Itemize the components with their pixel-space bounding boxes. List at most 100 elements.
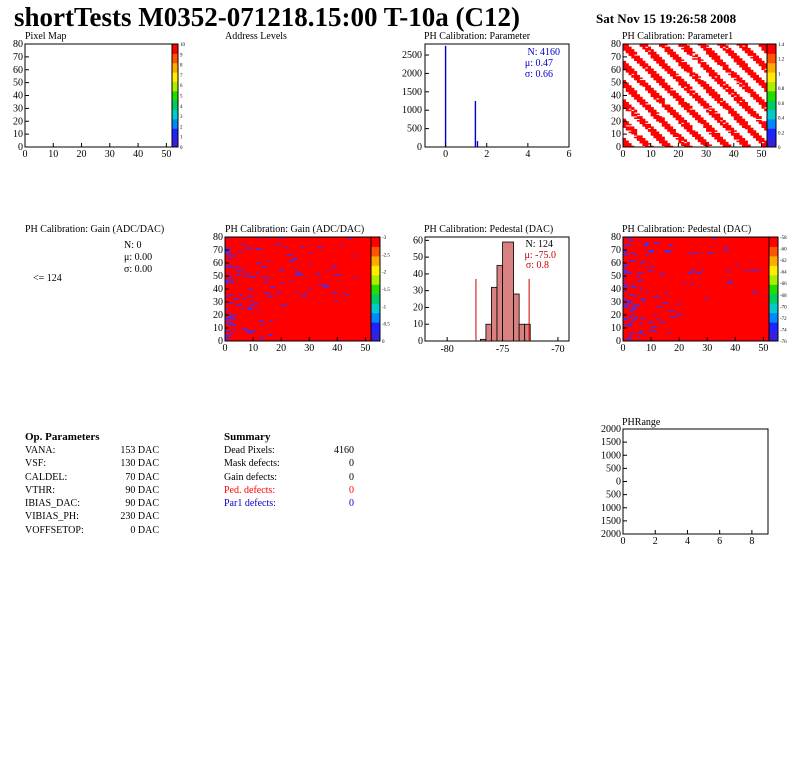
ph-param1-cell (728, 109, 732, 112)
ph-param1-cell (719, 83, 723, 86)
ph-param1-cell (659, 135, 663, 137)
ph-param1-cell (686, 47, 690, 50)
ph-param1-cell (742, 64, 746, 67)
ph-param1-cell (681, 62, 685, 64)
ph-param1-cell (739, 65, 743, 68)
ph-param1-cell (650, 51, 654, 54)
ph-param1-cell (695, 94, 699, 96)
ph-param1-cell (653, 109, 657, 112)
ph-param1-cell (717, 139, 721, 141)
ph-param1-cell (761, 49, 765, 51)
pixel-map-x-tick-label: 40 (133, 149, 143, 160)
pedestal-map-cell (631, 303, 635, 305)
ph-param1-cell (686, 122, 690, 125)
ph-param1-cell (764, 108, 768, 110)
ph-param1-cell (755, 74, 759, 77)
ph-param1-cell (695, 95, 699, 98)
ph-param1-cell (742, 81, 746, 83)
ph-param1-cell (623, 82, 627, 85)
ph-param1-cell (728, 105, 732, 108)
ph-param1-cell (717, 95, 721, 98)
gain-map-cell (225, 247, 231, 249)
pedestal-map-cell (637, 331, 643, 334)
ph-param1-cell (653, 53, 657, 55)
gain-hist-title: PH Calibration: Gain (ADC/DAC) (25, 224, 165, 235)
pedestal-map-cell (639, 261, 646, 263)
ph-param1-x-tick-label: 10 (646, 149, 656, 160)
ph-param1-cell (733, 98, 737, 100)
gain-map-cell (250, 330, 256, 332)
ph-param1-cell (750, 110, 754, 113)
phrange-y-tick-label: 2000 (601, 529, 621, 540)
ph-param1-cell (714, 137, 718, 140)
ph-param1-cell (642, 67, 646, 69)
ph-param1-cell (625, 103, 629, 105)
ph-param1-cell (650, 72, 654, 74)
ph-param1-cell (744, 122, 748, 125)
ph-param1-cell (645, 108, 649, 110)
ph-param1-cell (686, 123, 690, 126)
ph-param1-cell (747, 69, 751, 72)
ph-param1-cell (653, 74, 657, 77)
ph-param1-cell (653, 113, 657, 116)
ph-param1-cell (650, 74, 654, 77)
ph-param1-cell (700, 59, 704, 62)
ph-param1-cell (650, 89, 654, 91)
op-param-name: VIBIAS_PH: (25, 511, 79, 523)
ph-param1-cell (675, 95, 679, 98)
pedestal-map-y-tick-label: 60 (611, 258, 621, 269)
ph-param1-cell (656, 58, 660, 60)
pedestal-bar (502, 241, 515, 342)
ph-param1-cell (719, 78, 723, 81)
pedestal-map-cell (637, 279, 643, 282)
ph-param1-cell (667, 69, 671, 72)
ph-param1-cell (742, 46, 746, 49)
ph-param1-cell (755, 58, 759, 60)
ph-param1-cell (661, 118, 665, 121)
ph-param1-cell (703, 68, 707, 71)
op-param-value: 90 DAC (125, 484, 159, 496)
ph-param1-cell (636, 76, 640, 78)
ph-param1-cell (642, 144, 646, 147)
ph-param1-cell (625, 44, 629, 46)
ph-param1-palette-label: 0.4 (778, 117, 785, 122)
ph-param1-cell (659, 59, 663, 62)
ph-param1-cell (670, 92, 674, 95)
pedestal-map-cell (665, 251, 671, 253)
ph-param1-cell (714, 55, 718, 58)
ph-param1-cell (689, 73, 693, 76)
ph-param1-cell (708, 112, 712, 114)
op-param-row: VTHR: 90 DAC (25, 485, 165, 498)
ph-param1-cell (636, 119, 640, 122)
ph-param1-cell (761, 140, 765, 143)
gain-map-cell (225, 321, 231, 323)
pedestal-map-cell (623, 283, 629, 286)
gain-map-cell (225, 282, 228, 284)
op-param-row: VANA: 153 DAC (25, 445, 165, 458)
gain-map-palette-swatch (371, 303, 380, 314)
gain-map-cell (241, 268, 245, 270)
ph-param1-cell (744, 101, 748, 104)
ph-param1-palette-swatch (767, 44, 776, 54)
ph-param1-cell (703, 44, 707, 46)
ph-param1-cell (744, 89, 748, 91)
ph-param1-cell (642, 140, 646, 143)
ph-param1-cell (664, 89, 668, 91)
ph-param1-cell (736, 119, 740, 122)
ph-param1-cell (753, 114, 757, 117)
ph-param1-cell (634, 110, 638, 113)
ph-param1-cell (733, 136, 737, 139)
ph-param1-cell (747, 68, 751, 71)
ph-param1-cell (733, 113, 737, 116)
ph-param1-x-tick-label: 30 (701, 149, 711, 160)
ph-param1-cell (681, 86, 685, 89)
ph-param1-cell (697, 62, 701, 64)
ph-param1-cell (650, 128, 654, 131)
ph-param1-cell (728, 112, 732, 114)
gain-map-cell (267, 334, 273, 336)
ph-param1-cell (714, 113, 718, 116)
pedestal-map-cell (637, 272, 643, 274)
ph-param1-cell (686, 141, 690, 144)
ph-param1-cell (736, 137, 740, 140)
ph-param1-cell (653, 76, 657, 78)
